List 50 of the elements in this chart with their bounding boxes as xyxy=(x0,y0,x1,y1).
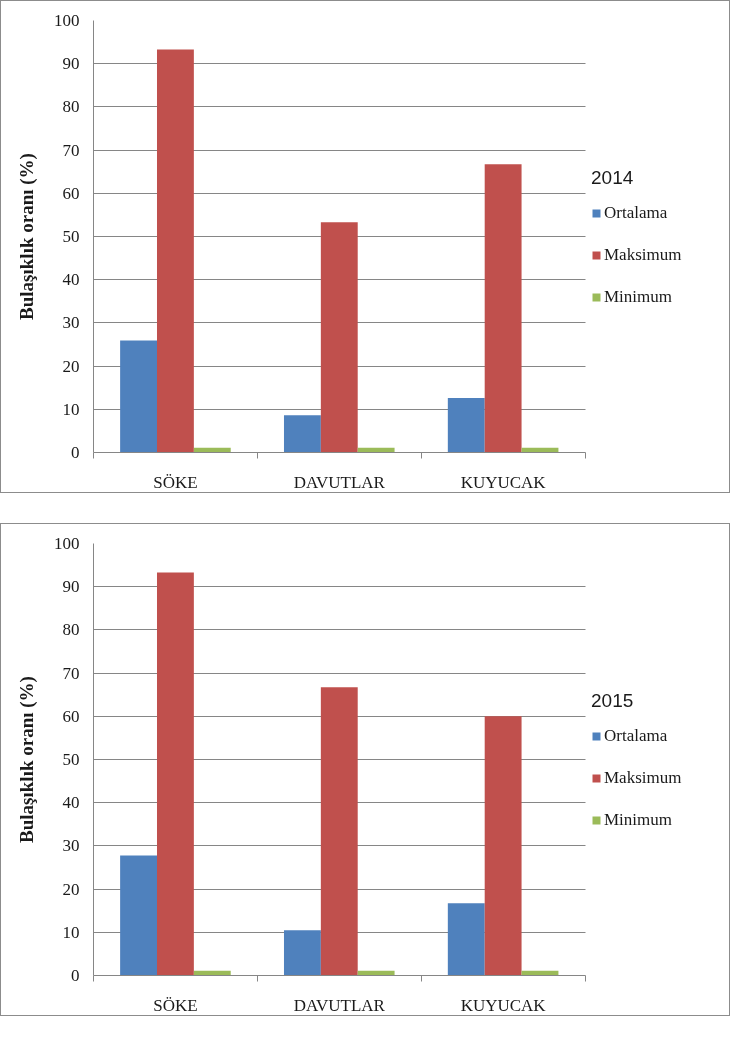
bar xyxy=(283,930,321,976)
y-tick-label: 20 xyxy=(62,879,80,899)
legend-label: Ortalama xyxy=(604,726,668,746)
legend-label: Maksimum xyxy=(604,768,682,788)
bar xyxy=(447,903,485,976)
bar xyxy=(320,687,358,976)
y-tick-label: 40 xyxy=(62,270,80,290)
y-tick-label: 100 xyxy=(54,11,80,30)
y-tick-label: 60 xyxy=(62,183,80,203)
y-tick-label: 10 xyxy=(62,399,80,419)
bar xyxy=(484,716,522,976)
y-tick-label: 80 xyxy=(62,97,80,117)
y-tick-label: 70 xyxy=(62,663,80,683)
x-tick-label: SÖKE xyxy=(153,472,198,492)
y-tick-label: 90 xyxy=(62,54,80,74)
x-tick-label: SÖKE xyxy=(153,995,198,1015)
y-tick-label: 50 xyxy=(62,750,80,769)
legend-label: Maksimum xyxy=(604,245,682,265)
y-tick-label: 70 xyxy=(62,140,80,160)
bar xyxy=(156,49,194,453)
y-axis-title: Bulaşıklık oranı (%) xyxy=(16,676,38,843)
x-tick-label: KUYUCAK xyxy=(460,995,547,1015)
bar xyxy=(484,164,522,453)
bar xyxy=(120,855,157,976)
y-tick-label: 80 xyxy=(62,620,80,640)
y-tick-label: 0 xyxy=(71,443,80,462)
y-tick-label: 20 xyxy=(62,356,80,376)
legend-label: Ortalama xyxy=(604,203,668,223)
y-axis-title: Bulaşıklık oranı (%) xyxy=(16,153,38,320)
y-tick-label: 30 xyxy=(62,313,80,333)
legend-title: 2014 xyxy=(591,167,635,189)
legend-title: 2015 xyxy=(591,690,635,712)
legend-label: Minimum xyxy=(604,287,673,307)
y-tick-label: 100 xyxy=(54,534,80,553)
bar xyxy=(156,572,194,976)
legend-label: Minimum xyxy=(604,810,673,830)
bar xyxy=(120,340,157,453)
x-tick-label: DAVUTLAR xyxy=(293,472,386,492)
y-tick-label: 90 xyxy=(62,577,80,597)
y-tick-label: 60 xyxy=(62,706,80,726)
y-tick-label: 10 xyxy=(62,922,80,942)
x-tick-label: DAVUTLAR xyxy=(293,995,386,1015)
bar xyxy=(283,415,321,453)
bar xyxy=(447,398,485,453)
y-tick-label: 40 xyxy=(62,793,80,813)
y-tick-label: 30 xyxy=(62,836,80,856)
y-tick-label: 0 xyxy=(71,966,80,985)
y-tick-label: 50 xyxy=(62,227,80,246)
x-tick-label: KUYUCAK xyxy=(460,472,547,492)
bar xyxy=(320,222,358,453)
